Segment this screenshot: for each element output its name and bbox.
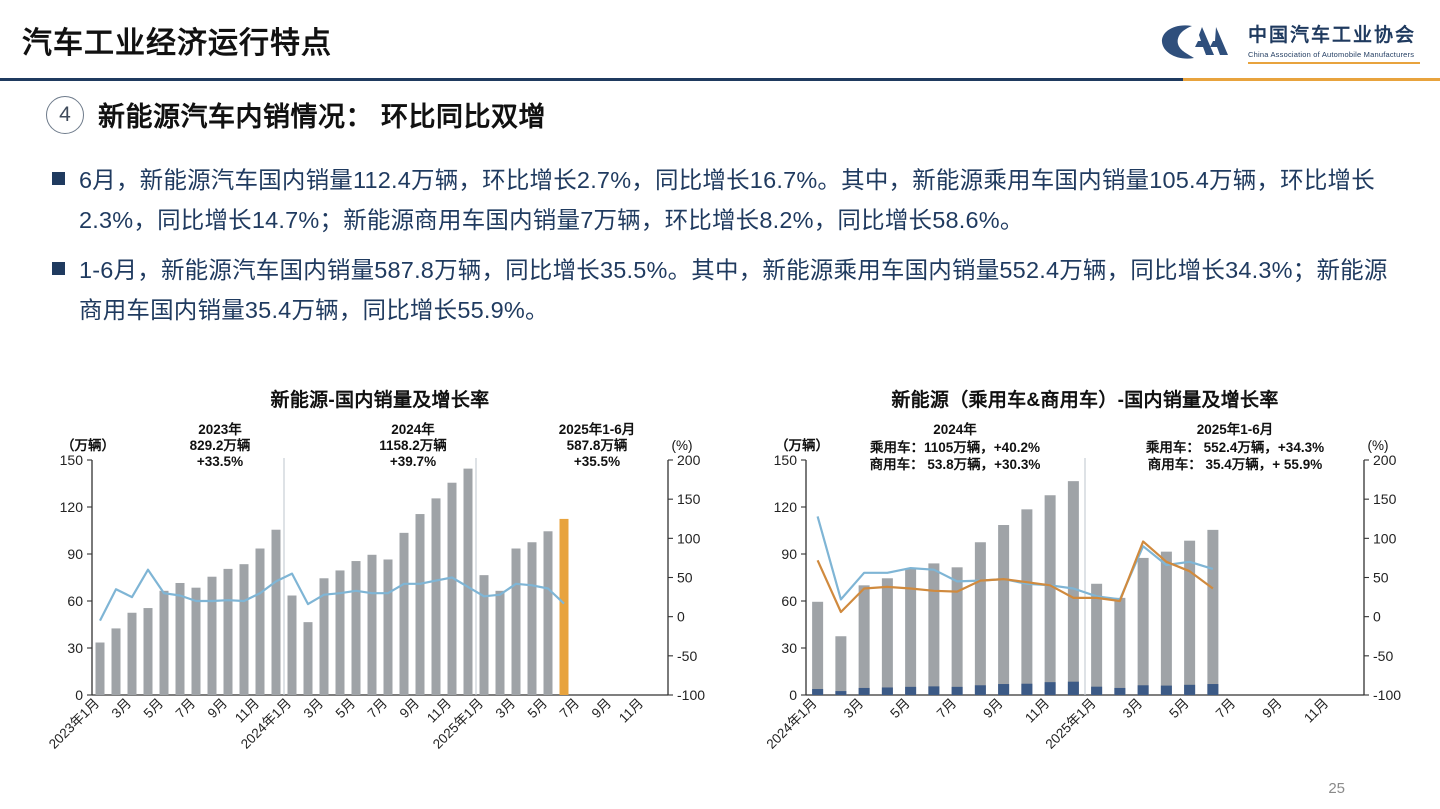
chart-right: 新能源（乘用车&商用车）-国内销量及增长率 0 30 60 90 120 150 -100 -… — [740, 385, 1430, 785]
svg-text:150: 150 — [60, 452, 84, 468]
svg-text:5月: 5月 — [887, 696, 912, 721]
header-divider — [0, 78, 1440, 81]
svg-text:乘用车：1105万辆，+40.2%: 乘用车：1105万辆，+40.2% — [869, 439, 1040, 455]
page-title: 汽车工业经济运行特点 — [22, 27, 332, 60]
bullet-square-icon — [52, 172, 65, 185]
svg-text:7月: 7月 — [365, 696, 390, 721]
list-item: 1-6月，新能源汽车国内销量587.8万辆，同比增长35.5%。其中，新能源乘用… — [52, 250, 1402, 330]
logo-underline — [1248, 62, 1420, 64]
svg-text:2024年: 2024年 — [933, 421, 977, 437]
svg-text:7月: 7月 — [173, 696, 198, 721]
svg-text:+35.5%: +35.5% — [574, 454, 620, 469]
svg-text:100: 100 — [1373, 530, 1397, 546]
svg-text:60: 60 — [781, 593, 797, 609]
svg-text:150: 150 — [1373, 491, 1397, 507]
svg-text:7月: 7月 — [557, 696, 582, 721]
section-number: 4 — [46, 95, 84, 134]
svg-text:+33.5%: +33.5% — [197, 454, 243, 469]
svg-text:150: 150 — [677, 491, 701, 507]
svg-text:5月: 5月 — [525, 696, 550, 721]
svg-text:商用车： 35.4万辆，+ 55.9%: 商用车： 35.4万辆，+ 55.9% — [1148, 456, 1322, 472]
svg-text:90: 90 — [781, 546, 797, 562]
svg-text:9月: 9月 — [980, 696, 1005, 721]
svg-text:9月: 9月 — [397, 696, 422, 721]
bullet-text: 6月，新能源汽车国内销量112.4万辆，环比增长2.7%，同比增长16.7%。其… — [79, 167, 1375, 233]
svg-text:3月: 3月 — [301, 696, 326, 721]
svg-text:0: 0 — [677, 609, 685, 625]
bullet-list: 6月，新能源汽车国内销量112.4万辆，环比增长2.7%，同比增长16.7%。其… — [52, 160, 1402, 340]
svg-text:5月: 5月 — [1166, 696, 1191, 721]
svg-text:0: 0 — [75, 687, 83, 703]
svg-text:2024年: 2024年 — [391, 421, 435, 437]
caam-logo: 中国汽车工业协会 China Association of Automobile… — [1158, 16, 1420, 68]
svg-text:+39.7%: +39.7% — [390, 454, 436, 469]
header-divider-accent — [1183, 78, 1440, 81]
bullet-text: 1-6月，新能源汽车国内销量587.8万辆，同比增长35.5%。其中，新能源乘用… — [79, 257, 1388, 323]
svg-text:-100: -100 — [677, 687, 705, 703]
chart-left: 新能源-国内销量及增长率 0 30 60 90 120 150 -100 -50 0 50 100 1… — [30, 385, 730, 785]
svg-text:（万辆）: （万辆） — [61, 437, 115, 453]
svg-text:5月: 5月 — [141, 696, 166, 721]
list-item: 6月，新能源汽车国内销量112.4万辆，环比增长2.7%，同比增长16.7%。其… — [52, 160, 1402, 240]
svg-text:9月: 9月 — [205, 696, 230, 721]
svg-text:120: 120 — [60, 499, 84, 515]
svg-text:50: 50 — [1373, 570, 1389, 586]
svg-text:3月: 3月 — [109, 696, 134, 721]
svg-text:50: 50 — [677, 570, 693, 586]
svg-text:200: 200 — [677, 452, 701, 468]
svg-text:200: 200 — [1373, 452, 1397, 468]
svg-text:7月: 7月 — [1213, 696, 1238, 721]
svg-text:2024年1月: 2024年1月 — [763, 696, 819, 752]
svg-text:30: 30 — [67, 640, 83, 656]
svg-text:829.2万辆: 829.2万辆 — [190, 437, 251, 453]
svg-text:11月: 11月 — [1301, 696, 1331, 726]
chart-left-title: 新能源-国内销量及增长率 — [270, 390, 490, 411]
bullet-square-icon — [52, 262, 65, 275]
svg-text:-50: -50 — [677, 648, 697, 664]
svg-text:7月: 7月 — [934, 696, 959, 721]
svg-text:商用车： 53.8万辆，+30.3%: 商用车： 53.8万辆，+30.3% — [870, 456, 1041, 472]
section-heading: 4 新能源汽车内销情况： 环比同比双增 — [46, 95, 546, 134]
chart-right-title: 新能源（乘用车&商用车）-国内销量及增长率 — [891, 390, 1279, 411]
svg-text:3月: 3月 — [1120, 696, 1145, 721]
section-title: 新能源汽车内销情况： 环比同比双增 — [98, 102, 547, 132]
svg-text:2025年1月: 2025年1月 — [1042, 696, 1098, 752]
svg-text:2023年: 2023年 — [198, 421, 242, 437]
svg-text:11月: 11月 — [1022, 696, 1052, 726]
svg-text:0: 0 — [789, 687, 797, 703]
page-number: 25 — [1328, 780, 1345, 797]
svg-text:-50: -50 — [1373, 648, 1393, 664]
svg-text:90: 90 — [67, 546, 83, 562]
svg-text:-100: -100 — [1373, 687, 1401, 703]
logo-title-cn: 中国汽车工业协会 — [1248, 25, 1417, 46]
svg-text:3月: 3月 — [493, 696, 518, 721]
caam-logo-mark — [1161, 25, 1228, 59]
svg-text:11月: 11月 — [616, 696, 646, 726]
svg-text:2025年1-6月: 2025年1-6月 — [559, 421, 636, 437]
logo-title-en: China Association of Automobile Manufact… — [1248, 50, 1415, 59]
svg-text:乘用车： 552.4万辆，+34.3%: 乘用车： 552.4万辆，+34.3% — [1145, 439, 1324, 455]
svg-text:5月: 5月 — [333, 696, 358, 721]
svg-text:9月: 9月 — [589, 696, 614, 721]
slide-header: 汽车工业经济运行特点 中国汽车工业协会 China Association of… — [0, 0, 1440, 81]
svg-text:(%): (%) — [1368, 438, 1389, 453]
svg-text:120: 120 — [774, 499, 798, 515]
svg-text:3月: 3月 — [841, 696, 866, 721]
svg-text:9月: 9月 — [1259, 696, 1284, 721]
svg-text:（万辆）: （万辆） — [775, 437, 829, 453]
svg-text:150: 150 — [774, 452, 798, 468]
svg-text:30: 30 — [781, 640, 797, 656]
svg-text:(%): (%) — [672, 438, 693, 453]
chart-right-plot: 0 30 60 90 120 150 -100 -50 0 50 100 150 200 （万辆） (%) 2… — [763, 421, 1401, 752]
chart-left-plot: 0 30 60 90 120 150 -100 -50 0 50 100 150 200 （万辆） (%) 2… — [46, 421, 705, 752]
svg-text:587.8万辆: 587.8万辆 — [567, 437, 628, 453]
svg-text:0: 0 — [1373, 609, 1381, 625]
svg-text:100: 100 — [677, 530, 701, 546]
svg-text:2025年1-6月: 2025年1-6月 — [1197, 421, 1274, 437]
svg-text:60: 60 — [67, 593, 83, 609]
svg-text:1158.2万辆: 1158.2万辆 — [379, 437, 447, 453]
svg-text:2023年1月: 2023年1月 — [46, 696, 102, 752]
